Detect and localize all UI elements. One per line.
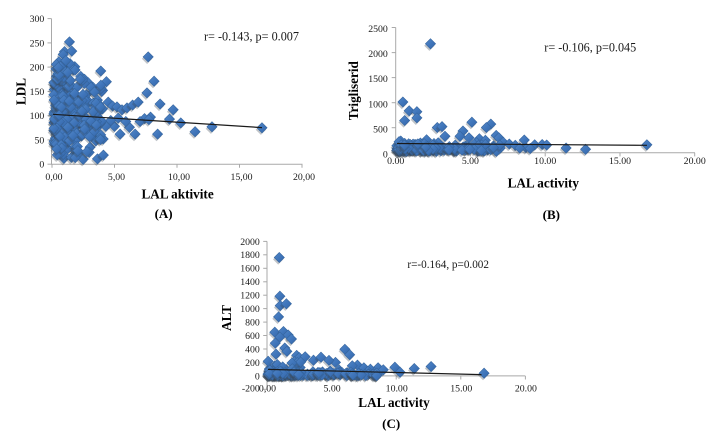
svg-text:0,00: 0,00 bbox=[259, 383, 276, 394]
svg-text:250: 250 bbox=[30, 38, 45, 49]
svg-text:10,00: 10,00 bbox=[168, 172, 190, 183]
svg-text:300: 300 bbox=[30, 14, 45, 25]
svg-text:1500: 1500 bbox=[368, 74, 388, 85]
svg-text:r= -0.143, p= 0.007: r= -0.143, p= 0.007 bbox=[204, 29, 299, 43]
svg-text:(A): (A) bbox=[155, 206, 173, 221]
svg-text:0: 0 bbox=[255, 371, 260, 382]
svg-text:50: 50 bbox=[35, 135, 45, 146]
svg-text:1200: 1200 bbox=[240, 291, 260, 302]
svg-text:10.00: 10.00 bbox=[534, 156, 556, 167]
svg-text:150: 150 bbox=[30, 87, 45, 98]
svg-text:400: 400 bbox=[245, 344, 260, 355]
svg-text:800: 800 bbox=[245, 318, 260, 329]
svg-text:r= -0.106, p=0.045: r= -0.106, p=0.045 bbox=[544, 40, 636, 54]
svg-text:LAL aktivite: LAL aktivite bbox=[142, 187, 214, 202]
svg-text:600: 600 bbox=[245, 331, 260, 342]
svg-text:-200: -200 bbox=[242, 384, 260, 395]
svg-text:0,00: 0,00 bbox=[45, 172, 62, 183]
svg-text:20,00: 20,00 bbox=[293, 172, 315, 183]
svg-text:(B): (B) bbox=[543, 207, 560, 222]
svg-text:15,00: 15,00 bbox=[230, 172, 252, 183]
svg-text:0: 0 bbox=[39, 160, 44, 171]
svg-text:Trigliserid: Trigliserid bbox=[346, 60, 361, 120]
svg-text:10.00: 10.00 bbox=[386, 383, 408, 394]
svg-text:1000: 1000 bbox=[368, 99, 388, 110]
svg-text:20.00: 20.00 bbox=[515, 383, 537, 394]
svg-text:100: 100 bbox=[30, 111, 45, 122]
svg-text:5.00: 5.00 bbox=[324, 383, 341, 394]
svg-text:2000: 2000 bbox=[240, 237, 260, 248]
svg-text:LAL activity: LAL activity bbox=[508, 176, 580, 191]
svg-text:1400: 1400 bbox=[240, 277, 260, 288]
svg-text:1000: 1000 bbox=[240, 304, 260, 315]
svg-text:LAL activity: LAL activity bbox=[358, 395, 430, 410]
svg-text:20.00: 20.00 bbox=[684, 156, 706, 167]
svg-text:0.00: 0.00 bbox=[387, 156, 404, 167]
svg-text:1800: 1800 bbox=[240, 250, 260, 261]
svg-text:0: 0 bbox=[383, 149, 388, 160]
svg-text:ALT: ALT bbox=[219, 305, 234, 331]
svg-text:200: 200 bbox=[245, 358, 260, 369]
svg-text:5,00: 5,00 bbox=[108, 172, 125, 183]
svg-text:5.00: 5.00 bbox=[462, 156, 479, 167]
svg-text:2500: 2500 bbox=[368, 24, 388, 35]
svg-text:1600: 1600 bbox=[240, 264, 260, 275]
svg-text:15.00: 15.00 bbox=[609, 156, 631, 167]
svg-text:500: 500 bbox=[373, 124, 388, 135]
svg-text:LDL: LDL bbox=[14, 78, 29, 105]
svg-text:200: 200 bbox=[30, 63, 45, 74]
svg-text:(C): (C) bbox=[382, 416, 400, 431]
svg-text:2000: 2000 bbox=[368, 49, 388, 60]
svg-text:r=-0.164, p=0.002: r=-0.164, p=0.002 bbox=[407, 259, 489, 271]
svg-text:15.00: 15.00 bbox=[450, 383, 472, 394]
